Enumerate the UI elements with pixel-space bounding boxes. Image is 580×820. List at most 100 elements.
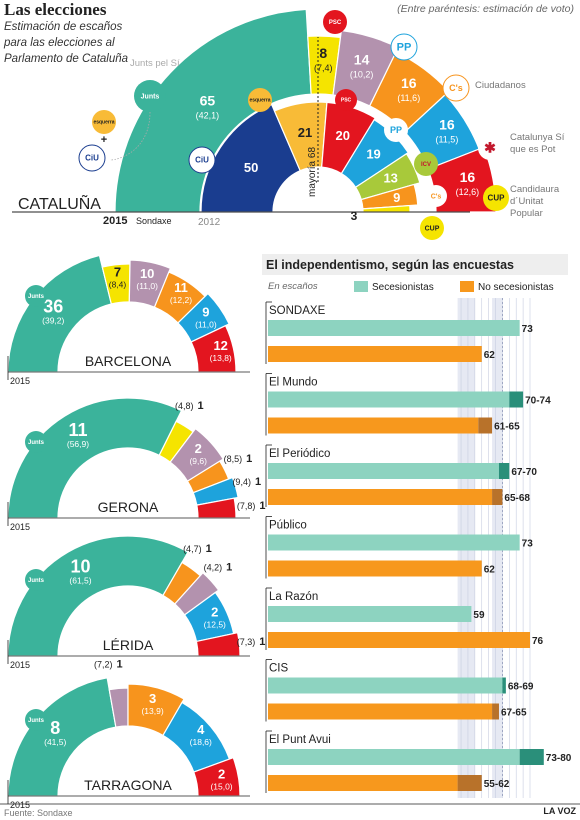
prov-3-vote-0: (41,5): [44, 737, 66, 747]
poll-0-sec-label: 73: [522, 324, 534, 335]
poll-4-sec-label: 59: [473, 610, 485, 621]
cs-logo-2012-text: C's: [431, 193, 442, 200]
prov-2-junts-logo-bg: [25, 569, 47, 591]
cat-seat-label-1: 8: [319, 45, 327, 61]
label-csqep-2: que es Pot: [510, 144, 556, 155]
cat-previous-year: 2012: [198, 217, 221, 228]
prov-2-vote-0: (61,5): [69, 576, 91, 586]
prov-0-seat-4: 9: [202, 305, 209, 320]
prov-3-vote-4: (15,0): [210, 782, 232, 792]
cat-2015-sector-0: [114, 8, 312, 213]
cat-seat-label-2: 14: [354, 51, 370, 67]
prov-2-vote-1: (4,7): [183, 544, 202, 554]
poll-3-name: Público: [269, 520, 307, 532]
cat-pollster: Sondaxe: [136, 216, 172, 226]
prov-1-seat-5: 1: [259, 500, 265, 512]
prov-2-junts-logo-text: Junts: [28, 578, 45, 584]
prov-3-junts-logo-text: Junts: [28, 718, 45, 724]
label-cup-2: d´Unitat: [510, 196, 544, 207]
prov-1-vote-1: (4,8): [175, 401, 194, 411]
prov-2-seat-0: 10: [70, 557, 90, 577]
cat-vote-label-0: (42,1): [196, 111, 220, 121]
poll-0-nosec-bar: [268, 346, 482, 362]
label-junts: Junts pel Sí: [130, 58, 180, 69]
poll-1-nosec-range: [478, 417, 493, 434]
prov-1-junts-logo-text: Junts: [28, 440, 45, 446]
esquerra-logo: esquerra: [92, 110, 116, 134]
prov-2-vote-2: (4,2): [204, 563, 223, 573]
prov-0-junts-logo: Junts: [25, 285, 47, 307]
prov-2-sector-0: [7, 535, 189, 657]
csqep-logo-bg: [478, 136, 502, 160]
cat2012-seat-label-5: 9: [393, 190, 400, 205]
ciu-logo-text: CiU: [85, 154, 99, 163]
poll-0-nosec-label: 62: [484, 350, 496, 361]
vote-note: (Entre paréntesis: estimación de voto): [397, 3, 574, 15]
poll-4-nosec-bar: [268, 632, 530, 648]
icv-logo: ICV: [414, 152, 438, 176]
cat-seat-label-3: 16: [401, 75, 417, 91]
prov-2-seat-3: 2: [211, 604, 218, 619]
poll-4-sec-bar: [268, 606, 472, 622]
pp-logo-ring: [390, 33, 418, 61]
label-ciudadanos: Ciudadanos: [475, 80, 526, 91]
cat-vote-label-4: (11,5): [435, 134, 458, 144]
cat-seat-label-0: 65: [200, 93, 216, 109]
cat-seat-label-5: 16: [460, 169, 476, 185]
poll-1-sec-bar: [268, 391, 510, 408]
prov-0-seat-5: 12: [213, 338, 227, 353]
junts-logo-text: Junts: [141, 93, 160, 100]
legend-nosec-label: No secesionistas: [478, 282, 554, 293]
pp-logo-bg: [391, 34, 417, 60]
cs-logo-bg: [443, 75, 469, 101]
poll-6-nosec-label: 55-62: [484, 779, 510, 790]
pp-logo-2012-bg: [384, 118, 408, 142]
cat-vote-label-2: (10,2): [350, 69, 374, 79]
prov-0-title: BARCELONA: [85, 353, 172, 369]
poll-6-sec-range: [519, 749, 544, 765]
poll-4-name: La Razón: [269, 591, 318, 603]
cat-vote-label-5: (12,6): [456, 187, 480, 197]
poll-1-nosec-bar: [268, 417, 479, 434]
prov-3-seat-1: 1: [116, 659, 122, 671]
poll-3-sec-bar: [268, 534, 520, 551]
majority-label: mayoría 68: [307, 147, 318, 197]
ciu-logo-2012-text: CiU: [195, 156, 209, 165]
pp-logo-text: PP: [397, 42, 412, 54]
prov-0-vote-0: (39,2): [42, 315, 64, 325]
prov-0-vote-5: (13,8): [210, 353, 232, 363]
cs-logo-2012: C's: [425, 185, 447, 207]
pp-logo-2012: PP: [384, 118, 408, 142]
cat-vote-label-1: (7,4): [314, 63, 333, 73]
ciu-logo-ring: [78, 144, 106, 172]
prov-3-sector-0: [7, 677, 117, 797]
poll-2-name: El Periódico: [269, 448, 330, 460]
prov-0-junts-logo-text: Junts: [28, 294, 45, 300]
esquerra-logo-text: esquerra: [93, 120, 114, 126]
prov-0-junts-logo-bg: [25, 285, 47, 307]
prov-3-seat-0: 8: [50, 718, 60, 738]
poll-1-sec-label: 70-74: [525, 396, 551, 407]
cat2012-seat-label-0: 50: [244, 160, 258, 175]
psc-logo-2012-bg: [335, 89, 357, 111]
prov-3-year: 2015: [10, 800, 30, 810]
poll-6-nosec-range: [457, 775, 482, 791]
prov-3-junts-logo: Junts: [25, 709, 47, 731]
prov-3-title: TARRAGONA: [84, 777, 172, 793]
label-csqep-1: Catalunya Sí: [510, 132, 565, 143]
junts-connector: [109, 111, 151, 161]
prov-1-vote-0: (56,9): [67, 439, 89, 449]
poll-5-name: CIS: [269, 663, 289, 675]
poll-5-nosec-label: 67-65: [501, 708, 527, 719]
poll-5-sec-range: [502, 677, 506, 694]
csqep-logo: ✱: [478, 136, 502, 160]
prov-2-vote-3: (12,5): [204, 619, 226, 629]
poll-3-nosec-bar: [268, 560, 482, 577]
pp-logo: PP: [391, 34, 417, 60]
poll-6-name: El Punt Avui: [269, 734, 331, 746]
prov-0-vote-1: (8,4): [109, 280, 127, 290]
prov-1-vote-2: (9,6): [189, 456, 207, 466]
icv-logo-text: ICV: [421, 162, 431, 168]
esquerra-logo-2012: esquerra: [248, 88, 272, 112]
cs-logo-ring: [442, 74, 470, 102]
